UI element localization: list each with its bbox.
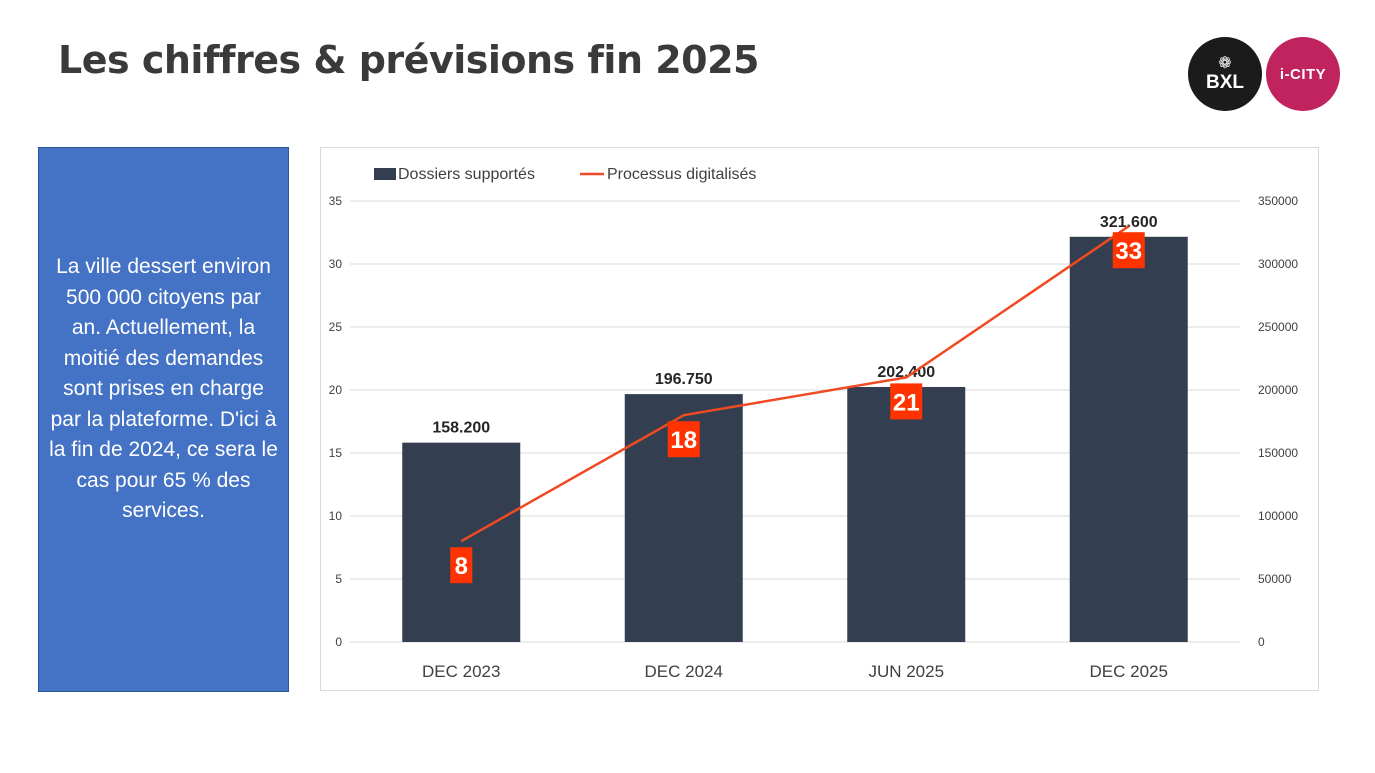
y-left-tick-label: 10 <box>329 509 343 523</box>
y-left-tick-label: 35 <box>329 194 343 208</box>
y-left-tick-label: 30 <box>329 257 343 271</box>
line-label-box <box>667 421 700 458</box>
y-right-tick-label: 300000 <box>1258 257 1298 271</box>
x-tick-label: DEC 2025 <box>1090 662 1168 681</box>
info-text: La ville dessert environ 500 000 citoyen… <box>49 255 278 523</box>
x-tick-label: DEC 2024 <box>645 662 723 681</box>
bar-data-label: 321.600 <box>1100 214 1158 231</box>
bar <box>1069 236 1188 642</box>
page-title: Les chiffres & prévisions fin 2025 <box>58 38 760 82</box>
y-right-tick-label: 0 <box>1258 635 1265 649</box>
bar <box>847 386 966 642</box>
icity-logo-text: i-CITY <box>1279 65 1327 83</box>
legend-swatch-bars <box>374 168 396 180</box>
icity-logo: i-CITY <box>1266 37 1340 111</box>
bird-icon: ❁ <box>1218 55 1232 72</box>
bxl-logo-text: BXL <box>1206 72 1244 93</box>
y-left-tick-label: 15 <box>329 446 343 460</box>
legend-label-line: Processus digitalisés <box>607 166 756 183</box>
x-tick-label: DEC 2023 <box>422 662 500 681</box>
bxl-logo: ❁ BXL <box>1188 37 1262 111</box>
line-data-label: 18 <box>670 427 697 454</box>
y-right-tick-label: 50000 <box>1258 572 1292 586</box>
x-tick-label: JUN 2025 <box>868 662 944 681</box>
line-data-label: 33 <box>1115 238 1142 265</box>
line-label-box <box>890 383 923 420</box>
y-left-tick-label: 5 <box>335 572 342 586</box>
y-left-tick-label: 20 <box>329 383 343 397</box>
bar <box>402 442 521 642</box>
line-data-label: 8 <box>455 553 468 580</box>
y-left-tick-label: 0 <box>335 635 342 649</box>
y-left-tick-label: 25 <box>329 320 343 334</box>
legend-label-bars: Dossiers supportés <box>398 166 535 183</box>
bar-data-label: 158.200 <box>432 420 490 437</box>
line-label-box <box>450 547 473 584</box>
line-series <box>460 225 1130 543</box>
y-right-tick-label: 250000 <box>1258 320 1298 334</box>
y-right-tick-label: 350000 <box>1258 194 1298 208</box>
line-label-box <box>1112 232 1145 269</box>
y-right-tick-label: 100000 <box>1258 509 1298 523</box>
y-right-tick-label: 150000 <box>1258 446 1298 460</box>
line-data-label: 21 <box>893 389 920 416</box>
y-right-tick-label: 200000 <box>1258 383 1298 397</box>
bar-data-label: 196.750 <box>655 371 713 388</box>
info-box: La ville dessert environ 500 000 citoyen… <box>38 147 289 692</box>
